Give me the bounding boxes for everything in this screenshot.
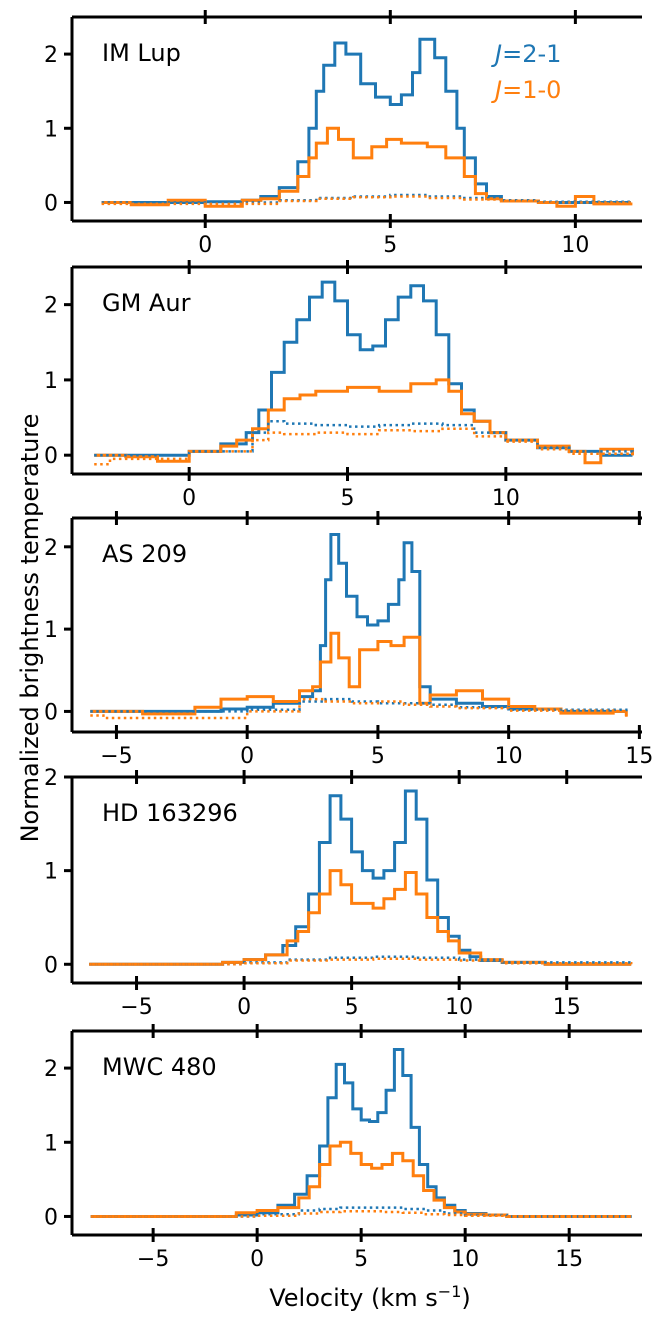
panel-1-ytick-label-0: 0: [44, 444, 58, 469]
panel-1-name: GM Aur: [102, 289, 191, 317]
panel-2-xtick-label-3: 10: [495, 744, 523, 769]
panel-3-ytick-label-2: 2: [44, 766, 58, 791]
panel-2-xtick-label-0: −5: [100, 744, 132, 769]
panel-1-series-2: [94, 420, 634, 457]
panel-1-series-1: [94, 378, 634, 465]
panel-4-series-3: [90, 1210, 632, 1218]
panel-2-name: AS 209: [102, 540, 187, 568]
panel-3-xtick-label-0: −5: [120, 995, 152, 1020]
panel-4-xtick-label-0: −5: [137, 1247, 169, 1272]
panel-1-series: [94, 280, 634, 466]
legend: J=2-1 J=1-0: [491, 40, 561, 104]
panel-1-ytick-label-1: 1: [44, 369, 58, 394]
panel-4-series: [90, 1048, 632, 1218]
panel-3-series: [89, 789, 633, 966]
panel-0-series-3: [101, 195, 631, 206]
panel-1-ytick-label-2: 2: [44, 294, 58, 319]
panel-4-series-1: [90, 1140, 632, 1218]
panel-3-series-3: [89, 957, 633, 966]
legend-entry-j10: J=1-0: [491, 76, 561, 104]
panel-0-xtick-label-0: 0: [198, 233, 212, 258]
x-axis-title: Velocity (km s−1): [269, 1282, 471, 1312]
legend-entry-j21-rest: =2-1: [502, 40, 561, 68]
panel-4-xtick-label-2: 5: [354, 1247, 368, 1272]
legend-entry-j10-prefix: J: [491, 76, 502, 104]
panel-0-series-1: [101, 126, 633, 208]
panel-2-xtick-label-1: 0: [240, 744, 254, 769]
panel-4-xtick-label-3: 10: [451, 1247, 479, 1272]
panel-1: 0 5 10 0 1 2 GM Aur: [44, 260, 642, 511]
panel-1-xtick-label-0: 0: [182, 486, 196, 511]
panel-0-name: IM Lup: [102, 39, 181, 67]
panel-3-ytick-label-0: 0: [44, 953, 58, 978]
legend-entry-j21: J=2-1: [491, 40, 561, 68]
panel-4-xtick-label-4: 15: [555, 1247, 583, 1272]
panel-4-name: MWC 480: [102, 1053, 217, 1081]
panel-0-ytick-label-2: 2: [44, 43, 58, 68]
panel-2-series: [90, 533, 628, 720]
x-axis-title-main: Velocity (km s: [269, 1284, 438, 1312]
panel-3-xtick-label-2: 5: [345, 995, 359, 1020]
panel-3-series-0: [89, 789, 632, 966]
panel-0: 0 5 10 0 1 2 IM Lup: [44, 10, 642, 258]
panel-1-xtick-label-1: 5: [341, 486, 355, 511]
panel-2-ytick-label-2: 2: [44, 536, 58, 561]
x-axis-title-close: ): [461, 1284, 470, 1312]
panel-1-series-3: [94, 427, 634, 466]
panel-2-ytick-label-0: 0: [44, 700, 58, 725]
panel-3-xtick-label-3: 10: [445, 995, 473, 1020]
panel-0-series: [101, 37, 633, 208]
x-axis-title-sup: −1: [438, 1282, 462, 1301]
y-axis-title: Normalized brightness temperature: [16, 414, 44, 843]
panel-3-ytick-label-1: 1: [44, 860, 58, 885]
legend-entry-j21-prefix: J: [491, 40, 502, 68]
legend-entry-j10-rest: =1-0: [502, 76, 561, 104]
panel-2-ytick-label-1: 1: [44, 618, 58, 643]
panel-3-name: HD 163296: [102, 799, 238, 827]
panel-4-ytick-label-0: 0: [44, 1205, 58, 1230]
panel-2: −5 0 5 10 15 0 1 2 AS 209: [44, 511, 653, 769]
panel-2-xtick-label-4: 15: [625, 744, 653, 769]
panel-4: −5 0 5 10 15 0 1 2 MWC 480: [44, 1024, 642, 1272]
panel-2-xtick-label-2: 5: [371, 744, 385, 769]
panel-0-ytick-label-1: 1: [44, 117, 58, 142]
panel-2-series-1: [90, 631, 628, 717]
panel-3: −5 0 5 10 15 0 1 2 HD 163296: [44, 766, 642, 1020]
panel-0-xtick-label-2: 10: [561, 233, 589, 258]
panel-3-series-1: [89, 869, 632, 966]
panel-3-xtick-label-4: 15: [553, 995, 581, 1020]
panel-3-xtick-label-1: 0: [237, 995, 251, 1020]
panel-3-series-2: [89, 955, 633, 966]
panel-0-xtick-label-1: 5: [383, 233, 397, 258]
panel-0-ytick-label-0: 0: [44, 191, 58, 216]
panel-4-ytick-label-2: 2: [44, 1057, 58, 1082]
panel-4-xtick-label-1: 0: [250, 1247, 264, 1272]
panel-4-ytick-label-1: 1: [44, 1131, 58, 1156]
panel-1-xtick-label-2: 10: [492, 486, 520, 511]
